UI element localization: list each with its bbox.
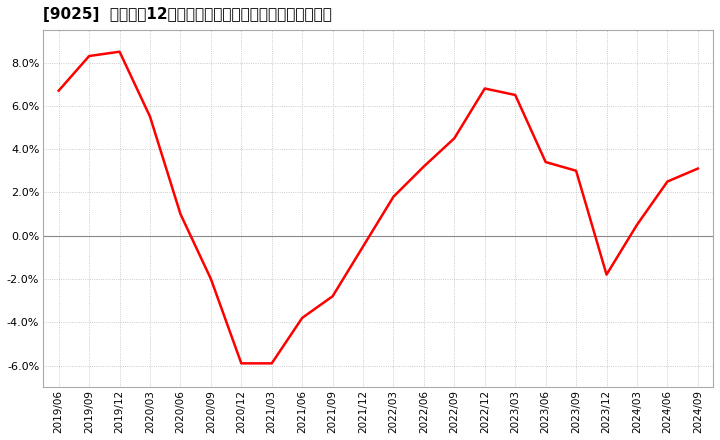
Text: [9025]  売上高の12か月移動合計の対前年同期増減率の推移: [9025] 売上高の12か月移動合計の対前年同期増減率の推移: [43, 7, 333, 22]
